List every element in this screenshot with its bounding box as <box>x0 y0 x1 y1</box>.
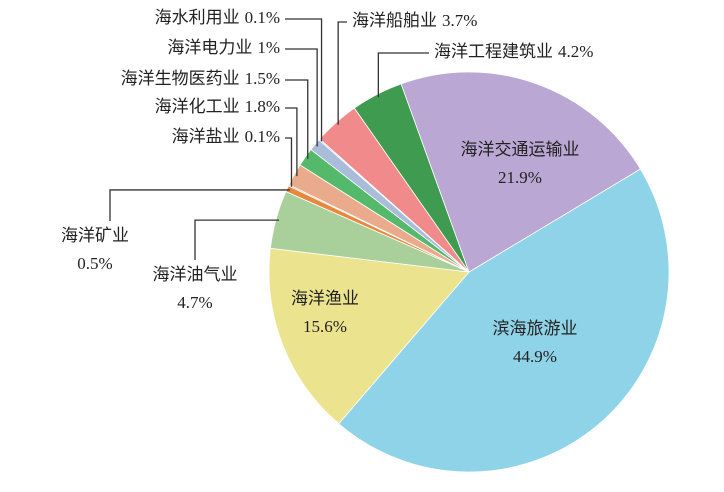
leader-line <box>285 79 309 159</box>
slice-label-name: 海洋油气业 <box>153 265 238 284</box>
slice-label: 海洋电力业 1% <box>167 38 280 57</box>
leader-line <box>337 21 347 125</box>
slice-label: 海洋船舶业 3.7% <box>352 11 477 30</box>
slice-label-value: 1% <box>257 38 280 57</box>
leader-line <box>109 189 290 221</box>
slice-label-name: 海洋渔业 <box>291 289 359 308</box>
slice-label-value: 15.6% <box>303 317 347 336</box>
slice-label-name: 海洋生物医药业 <box>121 69 240 88</box>
leader-line <box>285 107 298 177</box>
slice-label-value: 0.1% <box>245 8 280 27</box>
labels: 滨海旅游业 44.9% 海洋渔业 15.6% 海洋油气业 4.7% 海洋矿业 0.5% 海洋盐业… <box>61 8 593 366</box>
slice-label-name: 海洋盐业 <box>172 127 240 146</box>
slice-label-name: 海洋矿业 <box>61 226 129 245</box>
leader-line <box>285 137 293 187</box>
slice-label-value: 0.5% <box>77 254 112 273</box>
slice-label-name: 海洋船舶业 <box>352 11 437 30</box>
leader-line <box>285 48 318 147</box>
slice-label-name: 海水利用业 <box>155 8 240 27</box>
pie-slice <box>400 71 641 273</box>
slice-label: 海洋生物医药业 1.5% <box>121 69 280 88</box>
slice-label-value: 44.9% <box>513 347 557 366</box>
slice-label-value: 21.9% <box>498 168 542 187</box>
slice-label-value: 1.5% <box>245 69 280 88</box>
slice-label-value: 4.7% <box>177 293 212 312</box>
slice-label-name: 海洋电力业 <box>167 38 252 57</box>
pie-slice <box>338 168 670 473</box>
slice-label-name: 海洋交通运输业 <box>461 140 580 159</box>
leader-line <box>194 219 279 260</box>
slice-label: 海洋化工业 1.8% <box>155 97 280 116</box>
slice-label-value: 4.2% <box>558 42 593 61</box>
slice-label: 海洋工程建筑业 4.2% <box>434 42 593 61</box>
slices <box>268 71 670 473</box>
slice-label-name: 海洋工程建筑业 <box>434 42 553 61</box>
slice-label-name: 滨海旅游业 <box>493 319 578 338</box>
pie-slice <box>268 247 470 425</box>
slice-label-value: 0.1% <box>245 127 280 146</box>
slice-label-value: 1.8% <box>245 97 280 116</box>
slice-label: 海洋盐业 0.1% <box>172 127 280 146</box>
slice-label-value: 3.7% <box>442 11 477 30</box>
leader-line <box>285 18 323 142</box>
slice-label: 海水利用业 0.1% <box>155 8 280 27</box>
leader-line <box>377 52 429 98</box>
slice-label-name: 海洋化工业 <box>155 97 240 116</box>
